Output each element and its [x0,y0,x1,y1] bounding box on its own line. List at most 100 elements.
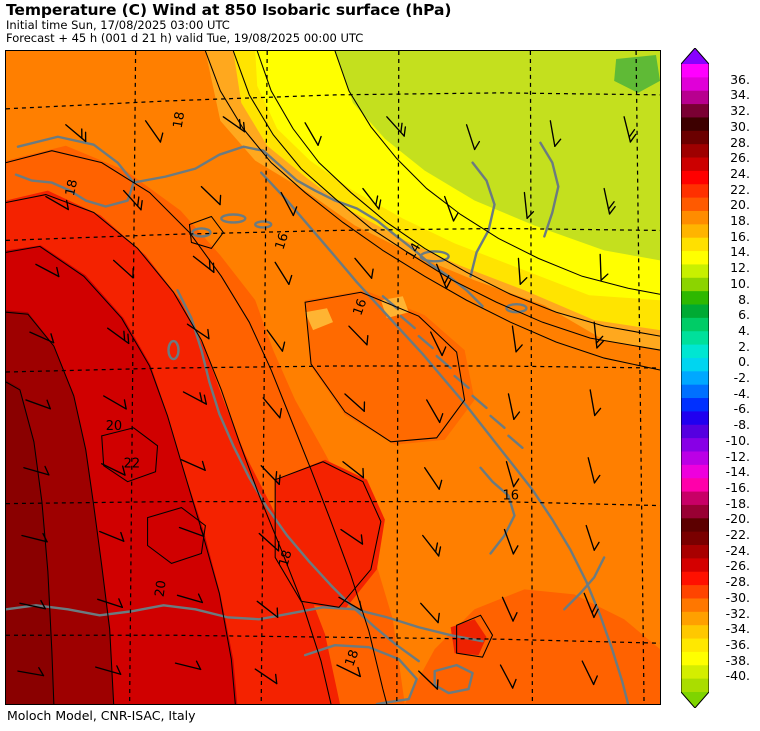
colorbar-band [681,304,709,319]
colorbar-band [681,678,709,693]
colorbar-band [681,77,709,92]
colorbar-band [681,611,709,626]
colorbar-tick-label: -28. [725,574,750,590]
contour-label-22a: 22 [124,457,140,472]
temp-island-a [305,308,333,331]
colorbar-band [681,117,709,132]
colorbar-band [681,398,709,413]
colorbar-band [681,331,709,346]
colorbar-tick-label: 36. [730,71,750,87]
colorbar-band [681,585,709,600]
contour-label-20a: 20 [106,419,122,434]
colorbar-band [681,464,709,479]
colorbar-band [681,210,709,225]
map-plot-area[interactable]: 18 16 16 20 22 16 18 20 18 18 14 [5,50,661,705]
temp-band-20b [275,459,385,610]
isotherm-layer [6,51,660,704]
colorbar-tick-label: -10. [725,432,750,448]
temp-band-8 [614,54,660,93]
colorbar-tick-label: 32. [730,103,750,119]
colorbar-tick-label: 26. [730,150,750,166]
colorbar-band [681,451,709,466]
colorbar-band [681,571,709,586]
colorbar-band [681,478,709,493]
temp-band-22b [450,619,487,656]
colorbar-band [681,504,709,519]
colorbar-band [681,491,709,506]
temp-band-10 [334,51,660,261]
colorbar-band [681,384,709,399]
colorbar-tick-label: -8. [733,417,750,433]
latlon-grid-layer [6,51,660,704]
colorbar-tick-label: 10. [730,275,750,291]
colorbar-tick-label: 20. [730,197,750,213]
colorbar-tick-label: 18. [730,213,750,228]
colorbar-tick-label: -32. [725,605,750,621]
colorbar-under-arrow [681,692,709,708]
colorbar-band [681,598,709,613]
colorbar-band [681,545,709,559]
contour-label-18d: 18 [343,648,363,669]
colorbar-band [681,197,709,212]
colorbar-band [681,438,709,453]
colorbar-band [681,264,709,279]
colorbar-tick-label: 0. [738,354,750,370]
colorbar[interactable] [681,48,709,708]
colorbar-band [681,424,709,439]
colorbar-tick-label: 6. [738,307,750,323]
colorbar-tick-label: 24. [730,165,750,181]
colorbar-band [681,531,709,546]
colorbar-band [681,144,709,159]
colorbar-tick-label: -16. [725,479,750,495]
temp-band-18b [404,589,660,704]
colorbar-band [681,371,709,386]
colorbar-band [681,665,709,680]
temperature-field-map: 18 16 16 20 22 16 18 20 18 18 14 [6,51,660,704]
colorbar-band [681,277,709,292]
colorbar-tick-label: -4. [733,385,750,401]
colorbar-tick-label: 14. [730,244,750,260]
colorbar-tick-label: 30. [730,118,750,134]
contour-label-16c: 16 [502,489,518,504]
contour-label-18b: 18 [171,111,189,130]
colorbar-band [681,291,709,306]
contour-label-16b: 16 [351,297,371,318]
contour-label-20b: 20 [153,579,170,597]
header-block: Temperature (C) Wind at 850 Isobaric sur… [6,2,706,44]
colorbar-band [681,411,709,426]
colorbar-tick-label: 28. [730,134,750,150]
model-credit: Moloch Model, CNR-ISAC, Italy [7,708,196,723]
colorbar-tick-label: -34. [725,621,750,637]
colorbar-band [681,518,709,533]
colorbar-band [681,184,709,199]
contour-label-16a: 16 [273,231,292,251]
colorbar-band [681,558,709,573]
colorbar-tick-label: 2. [738,338,750,354]
colorbar-tick-label: -36. [725,636,750,652]
colorbar-band [681,237,709,252]
colorbar-tick-label: 16. [730,228,750,244]
colorbar-band [681,104,709,119]
colorbar-tick-label: -20. [725,511,750,527]
initial-time-label: Initial time Sun, 17/08/2025 03:00 UTC [6,18,230,32]
contour-label-18c: 18 [277,549,296,569]
colorbar-band [681,130,709,145]
colorbar-tick-label: -40. [725,668,750,684]
contour-label-18: 18 [63,178,81,197]
colorbar-tick-label: -30. [725,589,750,605]
colorbar-band [681,170,709,185]
colorbar-tick-label: 22. [730,181,750,197]
colorbar-tick-label: -2. [733,370,750,385]
colorbar-band [681,625,709,640]
colorbar-tick-labels: 36. 34. 32. 30. 28. 26. 24. 22. 20. 18. 16. 14. 12. 1… [700,48,758,708]
colorbar-band [681,224,709,239]
colorbar-band [681,344,709,359]
colorbar-over-arrow [681,48,709,64]
isotherm-label-layer: 18 16 16 20 22 16 18 20 18 18 14 [63,111,519,669]
colorbar-tick-label: -12. [725,448,750,464]
colorbar-tick-label: 8. [738,291,750,307]
colorbar-tick-label: -24. [725,542,750,558]
colorbar-gradient [681,48,709,708]
colorbar-band [681,251,709,266]
colorbar-band [681,651,709,666]
